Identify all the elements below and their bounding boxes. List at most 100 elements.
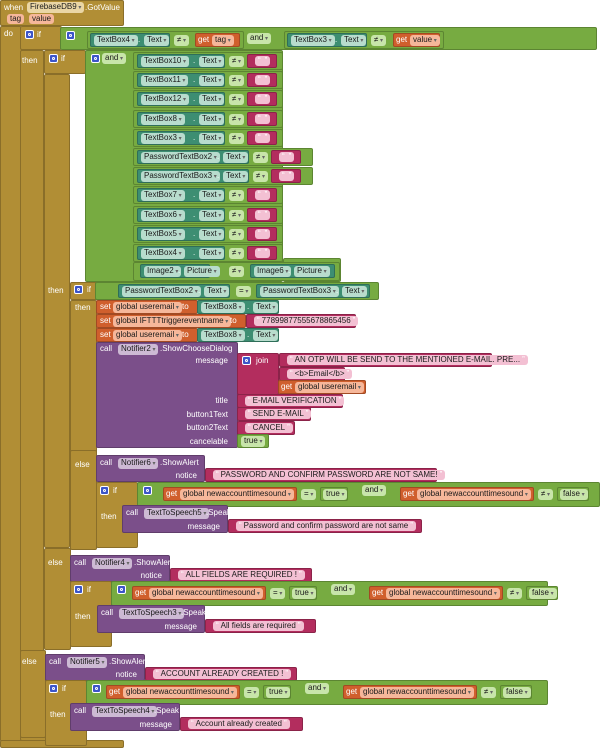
neq-operator[interactable]: ≠: [229, 75, 245, 87]
empty-string[interactable]: [255, 94, 271, 105]
gear-icon[interactable]: [117, 585, 126, 594]
get-sound-variable[interactable]: global newaccounttimesound: [123, 687, 237, 698]
neq-operator[interactable]: ≠: [229, 248, 245, 259]
passwordtextbox2-text-property[interactable]: Text: [204, 286, 230, 297]
neq-operator[interactable]: ≠: [229, 266, 245, 277]
neq-operator[interactable]: ≠: [174, 35, 190, 46]
notice-string[interactable]: ALL FIELDS ARE REQUIRED !: [178, 570, 305, 580]
empty-string[interactable]: [255, 75, 271, 86]
gear-icon[interactable]: [74, 585, 83, 594]
field-textbox6-component[interactable]: TextBox6: [141, 209, 185, 221]
notifier2-choose-dialog[interactable]: [96, 342, 238, 448]
tts-dropdown[interactable]: TextToSpeech5: [144, 508, 210, 519]
button1-string[interactable]: SEND E-MAIL: [245, 409, 312, 419]
field-passwordtextbox3-property[interactable]: Text: [223, 171, 249, 183]
neq-operator[interactable]: ≠: [538, 489, 554, 500]
button2-string[interactable]: CANCEL: [245, 423, 293, 433]
notifier-dropdown[interactable]: Notifier5: [67, 657, 108, 668]
ifttt-variable[interactable]: global IFTTTtriggereventname: [113, 316, 232, 327]
notifier2-dropdown[interactable]: Notifier2: [118, 344, 159, 355]
image6-picture-property[interactable]: Picture: [294, 266, 330, 277]
field-textbox10-property[interactable]: Text: [199, 56, 225, 67]
notifier-dropdown[interactable]: Notifier6: [118, 458, 159, 469]
field-textbox3-component[interactable]: TextBox3: [141, 132, 185, 144]
get-useremail[interactable]: global useremail: [295, 382, 364, 393]
and-operator[interactable]: and: [331, 584, 356, 595]
textbox3-text-component[interactable]: TextBox3: [291, 35, 335, 46]
empty-string[interactable]: [255, 190, 271, 201]
field-textbox6-property[interactable]: Text: [199, 209, 225, 221]
get-value[interactable]: value: [410, 35, 440, 46]
field-textbox8-property[interactable]: Text: [199, 113, 225, 125]
passwordtextbox2-text-component[interactable]: PasswordTextBox2: [122, 286, 201, 297]
tts-speak-block[interactable]: [70, 703, 180, 731]
message-part-2[interactable]: <b>Email</b>: [287, 369, 353, 379]
textbox8-text-property[interactable]: Text: [253, 330, 279, 341]
empty-string[interactable]: [255, 113, 271, 124]
fields-if-body[interactable]: [44, 74, 70, 548]
true-value[interactable]: true: [266, 687, 291, 698]
false-value[interactable]: false: [529, 588, 557, 599]
eq-operator[interactable]: =: [270, 588, 286, 599]
image2-picture-component[interactable]: Image2: [144, 266, 182, 277]
field-passwordtextbox3-component[interactable]: PasswordTextBox3: [141, 171, 220, 183]
notice-string[interactable]: PASSWORD AND CONFIRM PASSWORD ARE NOT SA…: [213, 470, 446, 480]
empty-string[interactable]: [279, 152, 295, 162]
useremail-variable[interactable]: global useremail: [113, 302, 182, 313]
speech-string[interactable]: All fields are required: [213, 621, 304, 631]
tts-dropdown[interactable]: TextToSpeech3: [119, 608, 185, 619]
true-value[interactable]: true: [323, 489, 348, 500]
else-branch[interactable]: [20, 650, 46, 738]
get-sound-variable[interactable]: global newaccounttimesound: [149, 588, 263, 599]
empty-string[interactable]: [255, 56, 271, 66]
param-value[interactable]: value: [29, 14, 55, 24]
neq-operator[interactable]: ≠: [229, 209, 245, 221]
get-sound-variable[interactable]: global newaccounttimesound: [386, 588, 500, 599]
textbox8-text-component[interactable]: TextBox8: [201, 330, 245, 341]
notifier-dropdown[interactable]: Notifier4: [92, 558, 133, 569]
get-sound-variable[interactable]: global newaccounttimesound: [417, 489, 531, 500]
gear-icon[interactable]: [242, 356, 251, 365]
field-textbox7-property[interactable]: Text: [199, 190, 225, 202]
neq-operator[interactable]: ≠: [229, 132, 245, 144]
field-textbox8-component[interactable]: TextBox8: [141, 113, 185, 125]
empty-string[interactable]: [255, 228, 271, 239]
message-part-1[interactable]: AN OTP WILL BE SEND TO THE MENTIONED E-M…: [287, 355, 528, 365]
image6-picture-component[interactable]: Image6: [254, 266, 292, 277]
true-value[interactable]: true: [292, 588, 317, 599]
eq-operator[interactable]: =: [301, 489, 317, 500]
and-operator[interactable]: and: [362, 485, 387, 496]
gear-icon[interactable]: [74, 285, 83, 294]
neq-operator[interactable]: ≠: [229, 190, 245, 202]
neq-operator[interactable]: ≠: [229, 228, 245, 240]
password-if-body[interactable]: [70, 300, 97, 456]
and-operator[interactable]: and: [102, 53, 127, 64]
passwordtextbox3-text-property[interactable]: Text: [342, 286, 368, 297]
cancelable-true[interactable]: true: [241, 436, 266, 447]
textbox4-text-property[interactable]: Text: [144, 35, 170, 46]
eq-operator[interactable]: =: [244, 687, 260, 698]
neq-operator[interactable]: ≠: [481, 687, 497, 698]
field-textbox10-component[interactable]: TextBox10: [141, 56, 190, 67]
empty-string[interactable]: [255, 132, 271, 143]
field-passwordtextbox2-component[interactable]: PasswordTextBox2: [141, 152, 220, 163]
field-textbox12-component[interactable]: TextBox12: [141, 94, 190, 106]
false-value[interactable]: false: [560, 489, 588, 500]
textbox8-text-property[interactable]: Text: [253, 302, 279, 313]
get-sound-variable[interactable]: global newaccounttimesound: [360, 687, 474, 698]
neq-operator[interactable]: ≠: [229, 94, 245, 106]
speech-string[interactable]: Account already created: [188, 719, 290, 729]
field-textbox11-property[interactable]: Text: [199, 75, 225, 87]
field-textbox12-property[interactable]: Text: [199, 94, 225, 106]
gear-icon[interactable]: [92, 684, 101, 693]
gear-icon[interactable]: [91, 54, 100, 63]
neq-operator[interactable]: ≠: [253, 152, 269, 163]
field-textbox3-property[interactable]: Text: [199, 132, 225, 144]
gear-icon[interactable]: [66, 31, 75, 40]
textbox8-text-component[interactable]: TextBox8: [201, 302, 245, 313]
get-tag[interactable]: tag: [212, 35, 234, 46]
event-component-dropdown[interactable]: FirebaseDB9: [27, 2, 85, 13]
empty-string[interactable]: [255, 209, 271, 220]
passwordtextbox3-text-component[interactable]: PasswordTextBox3: [260, 286, 339, 297]
title-string[interactable]: E-MAIL VERIFICATION: [245, 396, 345, 406]
